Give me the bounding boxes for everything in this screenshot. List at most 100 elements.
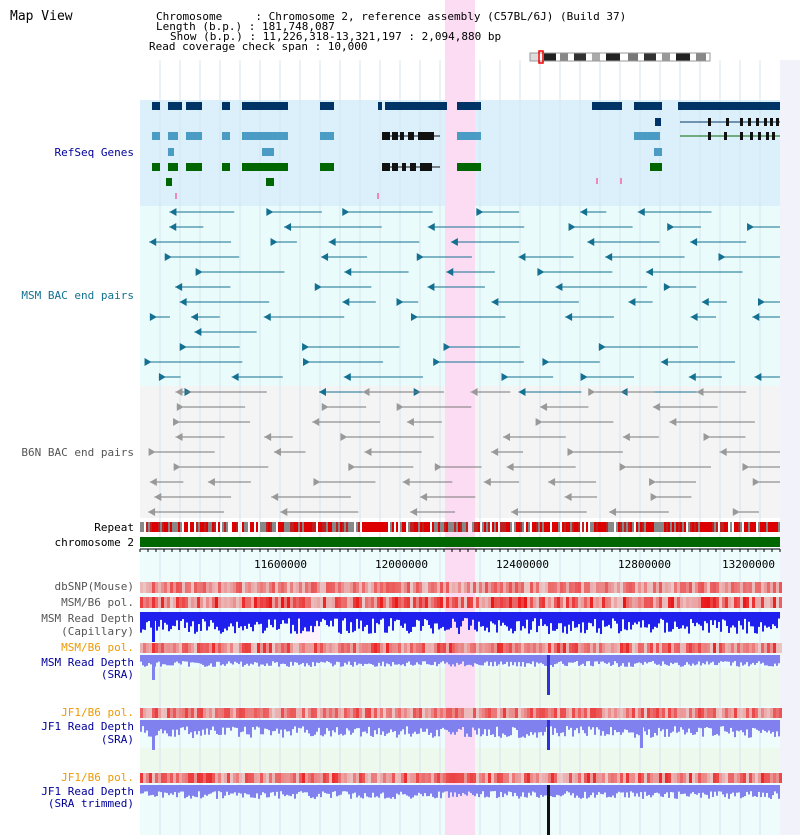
depth-bar [452,612,454,619]
depth-bar [692,612,694,624]
depth-bar [728,785,730,799]
depth-bar [236,785,238,796]
depth-bar [690,720,692,733]
repeat-block [702,522,704,532]
depth-bar [268,720,270,731]
heat-cell [767,773,770,783]
heat-cell [227,773,230,783]
depth-bar [768,785,770,798]
repeat-block [704,522,706,532]
depth-bar [646,720,648,735]
depth-bar [664,720,666,737]
depth-bar [336,720,338,728]
track-label-chromosome[interactable]: chromosome 2 [54,536,134,549]
depth-bar [268,655,270,666]
heat-cell [713,582,716,593]
track-label-msm-pol-2[interactable]: MSM/B6 pol. [61,641,134,654]
track-label-msm-capillary-1[interactable]: MSM Read Depth [41,612,134,625]
depth-bar [556,655,558,664]
heat-cell [368,773,371,783]
msm-bac-end [587,238,595,246]
heat-cell [278,773,281,783]
heat-cell [713,773,716,783]
repeat-block [522,522,524,532]
msm-bac-end [169,208,177,216]
depth-bar [452,785,454,797]
header-show: Show (b.p.) : 11,226,318-13,321,197 : 2,… [170,30,502,43]
track-label-dbsnp[interactable]: dbSNP(Mouse) [54,580,134,593]
heat-cell [776,773,779,783]
depth-bar [164,720,166,731]
depth-bar [300,785,302,792]
track-label-b6n-bac[interactable]: B6N BAC end pairs [21,446,134,459]
heat-cell [140,643,143,653]
heat-cell [506,597,509,608]
track-label-jf1-pol-2[interactable]: JF1/B6 pol. [61,771,134,784]
heat-cell [500,597,503,608]
depth-bar [328,612,330,627]
depth-bar [626,785,628,793]
heat-cell [425,708,428,718]
heat-cell [416,773,419,783]
depth-bar [608,785,610,797]
heat-cell [734,597,737,608]
heat-cell [710,773,713,783]
heat-cell [626,708,629,718]
depth-bar [348,785,350,795]
heat-cell [680,773,683,783]
repeat-block [764,522,766,532]
heat-cell [524,643,527,653]
msm-bac-end [701,298,709,306]
depth-bar [350,655,352,666]
repeat-block [300,522,302,532]
depth-bar [558,655,560,662]
depth-bar [220,655,222,666]
heat-cell [695,582,698,593]
track-label-repeat[interactable]: Repeat [94,521,134,534]
b6n-bac-end [696,388,704,396]
heat-cell [443,643,446,653]
depth-bar [494,785,496,792]
heat-cell [614,708,617,718]
heat-cell [614,582,617,593]
depth-bar [638,612,640,622]
msm-bac-end [427,283,435,291]
depth-bar [770,655,772,667]
track-label-msm-bac[interactable]: MSM BAC end pairs [21,289,134,302]
depth-bar [668,785,670,798]
depth-bar [586,612,588,630]
depth-bar [466,785,468,796]
depth-bar [650,612,652,633]
depth-bar [488,612,490,633]
heat-cell [299,597,302,608]
repeat-block [610,522,612,532]
heat-cell [581,708,584,718]
repeat-block [766,522,768,532]
heat-cell [359,643,362,653]
track-label-jf1-sra-1[interactable]: JF1 Read Depth [41,720,134,733]
depth-bar [494,612,496,625]
depth-bar [176,785,178,798]
depth-bar [328,785,330,794]
track-label-msm-pol-1[interactable]: MSM/B6 pol. [61,596,134,609]
track-label-jf1-pol-1[interactable]: JF1/B6 pol. [61,706,134,719]
b6n-bac-end [149,478,157,486]
heat-cell [548,708,551,718]
depth-bar [236,655,238,663]
track-label-jf1-trimmed-1[interactable]: JF1 Read Depth [41,785,134,798]
depth-bar [422,720,424,732]
b6n-bac-end [321,403,329,411]
depth-bar [754,720,756,729]
b6n-bac-end [609,508,617,516]
depth-bar [770,720,772,734]
depth-bar [390,655,392,667]
msm-bac-end [144,358,152,366]
track-label-msm-sra-1[interactable]: MSM Read Depth [41,656,134,669]
depth-bar [504,785,506,794]
heat-cell [545,643,548,653]
depth-bar [736,785,738,793]
depth-bar [320,655,322,662]
depth-bar [174,720,176,737]
track-label-refseq[interactable]: RefSeq Genes [54,146,134,159]
